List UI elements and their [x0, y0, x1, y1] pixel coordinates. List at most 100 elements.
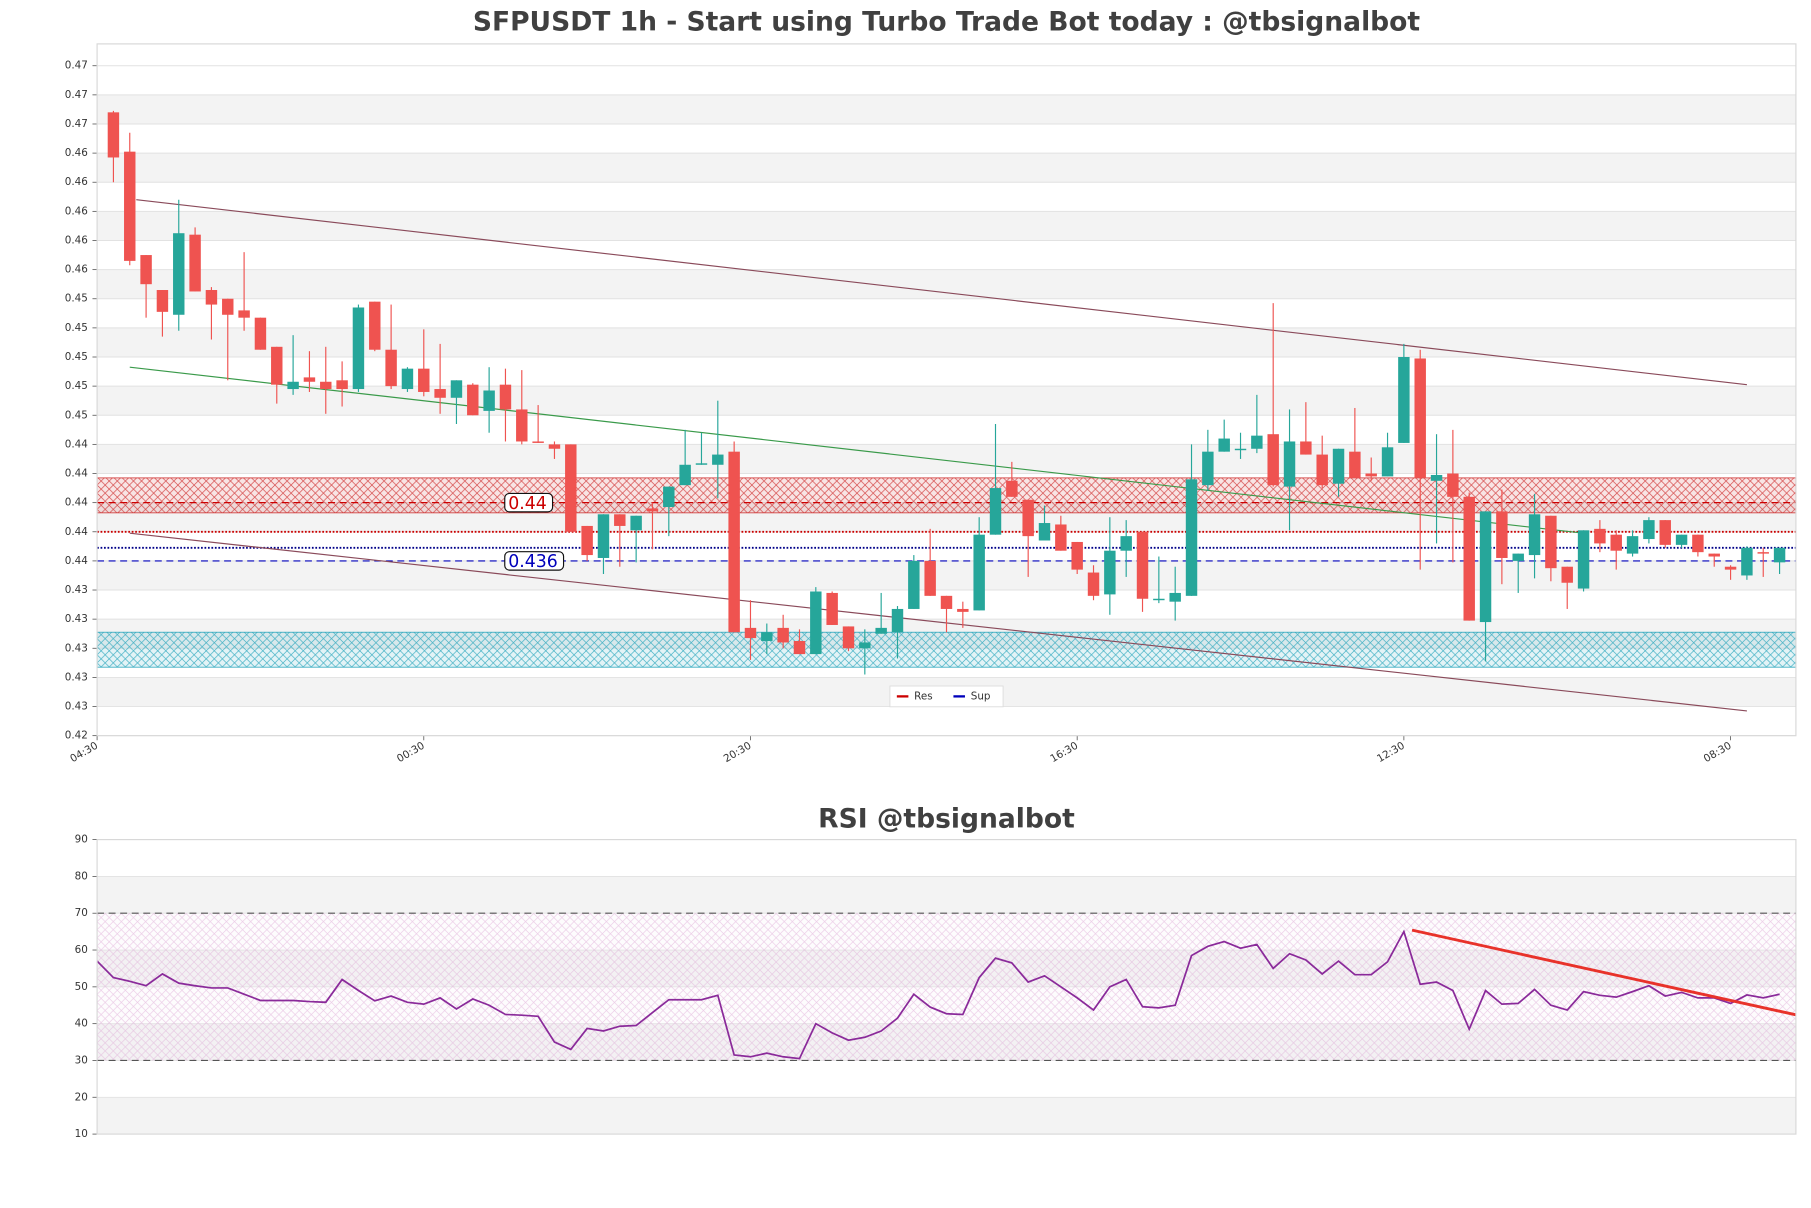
y-tick-label: 0.46: [65, 176, 88, 188]
level-label: 0.44: [504, 492, 554, 514]
candle-body: [205, 290, 218, 305]
candle-body: [1643, 520, 1655, 540]
candle-body: [810, 591, 822, 655]
candle-body: [1414, 358, 1426, 478]
candle-body: [875, 627, 887, 634]
y-tick-label: 0.44: [65, 555, 88, 567]
candle-body: [369, 301, 381, 350]
candle-body: [924, 560, 936, 596]
candle-body: [744, 627, 757, 639]
candle-body: [695, 463, 708, 465]
y-tick-label: 80: [75, 870, 88, 882]
grid-band: [97, 269, 1796, 299]
candle-body: [1610, 534, 1622, 551]
candle-body: [450, 380, 463, 398]
candle-body: [940, 595, 953, 609]
candle-body: [271, 346, 283, 385]
level-label: 0.436: [504, 551, 565, 572]
grid-band: [97, 444, 1796, 474]
y-tick-label: 0.44: [65, 438, 88, 450]
candle-body: [1659, 520, 1671, 545]
y-tick-label: 0.43: [65, 671, 88, 683]
candle-body: [1332, 448, 1345, 484]
candle-body: [1300, 441, 1312, 455]
candle-body: [908, 560, 920, 609]
candle-body: [1528, 514, 1541, 556]
candle-body: [1283, 441, 1296, 487]
y-tick-label: 10: [75, 1128, 88, 1140]
chart-title: RSI @tbsignalbot: [818, 803, 1075, 834]
grid-band: [97, 327, 1796, 358]
candle-body: [597, 514, 610, 558]
y-tick-label: 0.44: [65, 497, 88, 509]
grid-band: [97, 153, 1796, 183]
y-tick-label: 0.47: [65, 89, 88, 101]
y-tick-label: 0.46: [65, 147, 88, 159]
candle-body: [434, 389, 446, 398]
candle-body: [565, 444, 577, 532]
candle-body: [483, 390, 495, 411]
candle-body: [679, 464, 691, 486]
candle-body: [630, 515, 642, 531]
candle-body: [107, 112, 120, 158]
candle-body: [516, 409, 528, 442]
candle-body: [1136, 531, 1149, 599]
rsi-band: [97, 913, 1796, 1061]
candle-body: [777, 627, 789, 643]
grid-band: [97, 876, 1796, 914]
grid-band: [97, 1097, 1796, 1135]
zone: [96, 477, 1797, 514]
candle-body: [303, 377, 316, 382]
candle-body: [1512, 553, 1524, 561]
candle-body: [1773, 547, 1786, 563]
y-tick-label: 0.45: [65, 351, 88, 363]
candle-body: [712, 454, 724, 465]
candle-body: [761, 632, 773, 641]
level-label-text: 0.436: [508, 552, 558, 572]
y-tick-label: 0.44: [65, 468, 88, 480]
candle-body: [467, 384, 479, 416]
candle-body: [1267, 434, 1279, 486]
candle-body: [1349, 451, 1361, 478]
y-tick-label: 0.43: [65, 584, 88, 596]
y-tick-label: 0.43: [65, 642, 88, 654]
candle-body: [532, 441, 544, 443]
candle-body: [320, 381, 332, 390]
grid-band: [97, 211, 1796, 241]
candle-body: [646, 508, 659, 512]
plot-frame: [96, 43, 1797, 737]
candle-body: [1757, 552, 1769, 554]
candle-body: [336, 380, 348, 390]
trend-line: [136, 199, 1747, 386]
candle-body: [663, 486, 675, 508]
candle-body: [1692, 534, 1704, 553]
candle-body: [254, 317, 267, 350]
candle-body: [1120, 536, 1132, 551]
chart-title: SFPUSDT 1h - Start using Turbo Trade Bot…: [473, 7, 1421, 38]
candle-body: [728, 451, 740, 633]
candle-body: [1561, 566, 1573, 583]
candle-body: [957, 608, 969, 612]
candle-body: [352, 307, 365, 390]
candle-body: [1316, 454, 1328, 486]
candle-body: [1447, 473, 1459, 497]
candle-body: [222, 298, 234, 315]
candle-body: [1577, 530, 1590, 589]
y-tick-label: 0.46: [65, 264, 88, 276]
candle-body: [1398, 357, 1410, 443]
candle-body: [1218, 438, 1230, 452]
candle-body: [793, 640, 806, 655]
y-tick-label: 0.47: [65, 118, 88, 130]
y-tick-label: 0.43: [65, 701, 88, 713]
candle-body: [1463, 496, 1475, 621]
candle-body: [1038, 523, 1051, 541]
level-label-box: [504, 551, 565, 571]
legend: Res Sup: [889, 685, 1004, 708]
candle-body: [581, 525, 593, 556]
candle-body: [1381, 447, 1394, 477]
candle-body: [418, 368, 430, 392]
y-tick-label: 90: [75, 834, 88, 846]
candle-body: [1724, 566, 1737, 570]
y-tick-label: 0.45: [65, 293, 88, 305]
